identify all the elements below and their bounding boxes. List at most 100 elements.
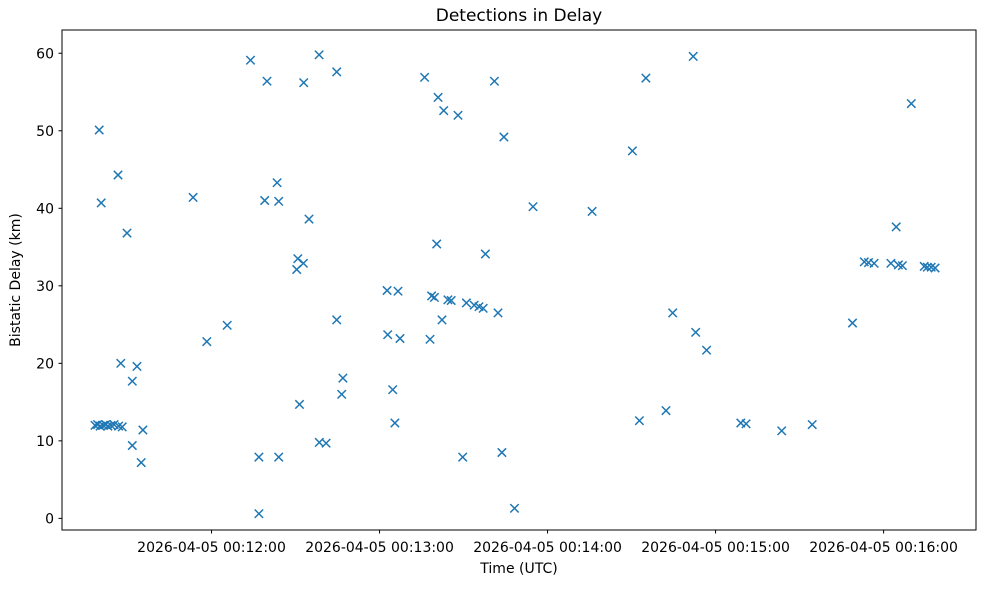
data-point-x-marker [127,376,138,386]
data-point-x-marker [634,415,645,426]
data-point-x-marker [96,198,106,208]
data-point-x-marker [443,295,453,305]
data-point-x-marker [95,421,105,431]
data-point-x-marker [528,201,538,212]
data-point-x-marker [493,308,503,318]
data-point-x-marker [480,249,491,259]
data-point-x-marker [273,452,284,462]
data-point-x-marker [94,125,104,135]
data-point-x-marker [136,457,146,468]
data-point-x-marker [304,214,314,224]
data-point-x-marker [438,105,449,116]
data-point-x-marker [245,55,256,65]
data-point-x-marker [627,146,638,156]
data-point-x-marker [661,405,671,416]
data-point-x-marker [489,76,500,86]
data-point-x-marker [807,419,817,430]
data-point-x-marker [587,206,597,217]
data-point-x-marker [453,110,463,121]
data-point-x-marker [331,67,342,77]
x-tick-label: 2026-04-05 00:14:00 [473,540,622,556]
data-point-x-marker [382,285,392,296]
data-point-x-marker [262,76,272,86]
data-point-x-marker [116,358,126,369]
data-point-x-marker [667,308,678,318]
data-point-x-marker [478,303,488,314]
data-point-x-marker [272,177,282,188]
data-point-x-marker [113,421,124,431]
data-point-x-marker [132,361,142,372]
axes-frame [61,29,977,531]
y-tick-label: 0 [45,511,54,527]
data-point-x-marker [886,258,896,269]
data-point-x-marker [437,315,447,325]
data-point-x-marker [113,170,123,180]
data-point-x-marker [202,336,212,347]
data-point-x-marker [431,239,442,249]
x-tick-label: 2026-04-05 00:12:00 [137,540,286,556]
data-point-x-marker [429,292,440,303]
data-point-x-marker [127,440,138,451]
y-tick-label: 20 [36,356,54,372]
y-axis-label: Bistatic Delay (km) [8,213,24,347]
data-point-x-marker [930,263,940,273]
data-point-x-marker [395,333,405,344]
data-point-x-marker [122,228,132,238]
data-point-x-marker [321,438,331,448]
data-point-x-marker [869,258,879,269]
chart-title: Detections in Delay [436,6,603,26]
data-point-x-marker [461,298,472,308]
y-tick-label: 60 [36,46,54,62]
x-tick-label: 2026-04-05 00:16:00 [809,540,958,556]
scatter-points [90,50,940,519]
data-point-x-marker [847,318,858,328]
data-point-x-marker [741,419,751,429]
y-tick-label: 50 [36,124,54,140]
data-point-x-marker [390,418,400,428]
data-point-x-marker [509,503,520,514]
x-axis-label: Time (UTC) [479,561,557,577]
data-point-x-marker [446,295,456,306]
data-point-x-marker [273,196,284,207]
data-point-x-marker [891,222,901,232]
y-tick-label: 40 [36,201,54,217]
data-point-x-marker [254,508,264,519]
data-point-x-marker [776,426,787,436]
x-tick-label: 2026-04-05 00:15:00 [641,540,790,556]
data-point-x-marker [688,51,698,62]
data-point-x-marker [382,329,393,340]
data-point-x-marker [188,192,198,203]
data-point-x-marker [906,98,917,109]
data-point-x-marker [425,334,435,345]
y-tick-label: 10 [36,434,54,450]
y-tick-label: 30 [36,279,54,295]
data-point-x-marker [314,50,324,60]
data-point-x-marker [387,384,398,395]
data-point-x-marker [701,345,712,355]
data-point-x-marker [433,92,443,103]
data-point-x-marker [331,315,342,325]
data-point-x-marker [641,73,651,83]
data-point-x-marker [336,389,347,400]
y-axis-ticks: 0 10 20 30 40 50 60 [36,46,62,527]
data-point-x-marker [106,420,116,431]
data-point-x-marker [338,373,348,383]
data-point-x-marker [222,320,232,331]
data-point-x-marker [897,260,908,271]
data-point-x-marker [254,452,264,462]
data-point-x-marker [294,399,305,410]
data-point-x-marker [690,327,701,338]
data-point-x-marker [457,452,468,462]
data-point-x-marker [117,422,127,432]
x-axis-ticks: 2026-04-05 00:12:00 2026-04-05 00:13:00 20… [137,530,958,556]
data-point-x-marker [259,195,270,206]
data-point-x-marker [291,264,302,275]
data-point-x-marker [922,262,933,272]
data-point-x-marker [499,132,509,142]
data-point-x-marker [426,291,437,301]
data-point-x-marker [138,425,148,435]
data-point-x-marker [497,447,507,458]
x-tick-label: 2026-04-05 00:13:00 [305,540,454,556]
